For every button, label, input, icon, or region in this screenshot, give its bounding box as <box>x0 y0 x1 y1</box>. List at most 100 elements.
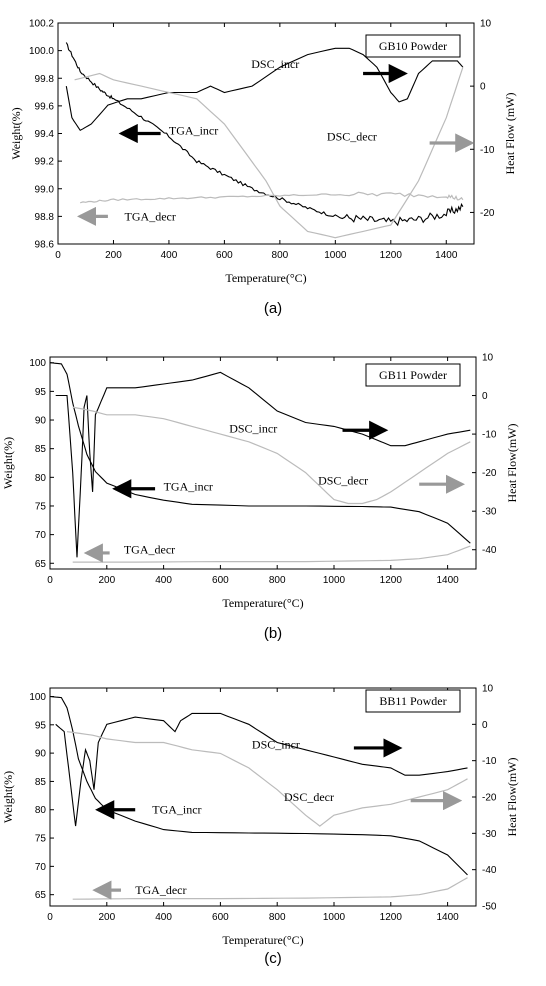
y-tick-label: 65 <box>35 890 47 901</box>
annotation-a-1: TGA_incr <box>169 124 218 138</box>
series-line-a-2 <box>80 191 464 204</box>
x-tick-label: 800 <box>269 912 286 923</box>
y-tick-label: 98.8 <box>35 212 55 223</box>
annotation-b-2: DSC_decr <box>318 473 368 487</box>
annotation-b-0: DSC_incr <box>229 421 277 435</box>
y-tick-label: 99.2 <box>35 157 55 168</box>
x-axis-label: Temperature(°C) <box>222 596 303 610</box>
panel-label-a: (a) <box>263 300 283 317</box>
legend-box-a <box>365 34 461 58</box>
annotation-c-2: DSC_decr <box>284 790 334 804</box>
x-tick-label: 0 <box>55 250 61 261</box>
series-line-a-1 <box>65 47 464 132</box>
chart-panel-c: 0 200 400 600 800 1000 1200 1400 65 70 75 80 85 90 95 1… <box>0 660 546 986</box>
y-axis-label: Weight(%) <box>1 771 15 823</box>
x-tick-label: 1400 <box>436 575 459 586</box>
x-tick-label: 1000 <box>323 912 346 923</box>
chart-svg-a: 0 200 400 600 800 1000 1200 1400 98.6 98.8 99.0 99.… <box>9 19 517 286</box>
series-line-c-1 <box>55 712 468 827</box>
panel-label-b: (b) <box>263 625 283 642</box>
y2-tick-label: -20 <box>480 208 495 219</box>
x-tick-label: 400 <box>155 575 172 586</box>
series-line-b-1 <box>55 371 471 558</box>
y2-tick-label: 10 <box>480 19 492 30</box>
x-tick-label: 1200 <box>380 912 403 923</box>
y2-tick-label: -40 <box>482 545 497 556</box>
x-tick-label: 800 <box>269 575 286 586</box>
x-axis-label: Temperature(°C) <box>225 271 306 285</box>
y2-tick-label: -40 <box>482 865 497 876</box>
y-tick-label: 65 <box>35 559 47 570</box>
series-line-b-0 <box>49 362 471 544</box>
y-tick-label: 80 <box>35 473 47 484</box>
x-tick-label: 1200 <box>380 250 403 261</box>
legend-box-c <box>365 689 461 713</box>
annotation-c-0: DSC_incr <box>252 737 300 751</box>
y-tick-label: 85 <box>35 777 47 788</box>
annotation-a-0: DSC_incr <box>251 57 299 71</box>
series-line-c-0 <box>49 695 468 876</box>
x-tick-label: 1400 <box>435 250 458 261</box>
x-tick-label: 1400 <box>436 912 459 923</box>
y-tick-label: 80 <box>35 805 47 816</box>
chart-svg-b: 0 200 400 600 800 1000 1200 1400657075808590951… <box>1 353 519 611</box>
y2-axis-label: Heat Flow(mW) <box>505 424 519 503</box>
y2-tick-label: 0 <box>480 82 486 93</box>
x-axis-label: Temperature(°C) <box>222 933 303 947</box>
y2-tick-label: -10 <box>482 756 497 767</box>
y2-tick-label: 10 <box>482 684 494 695</box>
y2-tick-label: -20 <box>482 468 497 479</box>
y-tick-label: 100.0 <box>29 46 54 57</box>
x-tick-label: 0 <box>47 912 53 923</box>
x-tick-label: 400 <box>155 912 172 923</box>
series-line-c-2 <box>72 877 468 900</box>
x-tick-label: 200 <box>98 912 115 923</box>
y-tick-label: 99.8 <box>35 74 55 85</box>
y-tick-label: 98.6 <box>35 240 55 251</box>
series-line-b-3 <box>72 406 471 505</box>
y-tick-label: 100 <box>29 692 46 703</box>
y-tick-label: 95 <box>35 720 47 731</box>
y2-tick-label: -30 <box>482 507 497 518</box>
x-tick-label: 200 <box>105 250 122 261</box>
y2-tick-label: -10 <box>480 145 495 156</box>
annotation-b-1: TGA_incr <box>164 479 213 493</box>
y-tick-label: 99.4 <box>35 129 55 140</box>
x-tick-label: 0 <box>47 575 53 586</box>
y2-tick-label: 10 <box>482 353 494 364</box>
y-tick-label: 99.6 <box>35 101 55 112</box>
y-tick-label: 100 <box>29 358 46 369</box>
chart-panel-b: 0 200 400 600 800 1000 1200 1400 65 70 75 80 85 90 95 1… <box>0 330 546 660</box>
plot-frame-b <box>49 356 477 570</box>
y2-axis-label: Heat Flow(mW) <box>505 758 519 837</box>
y-axis-label: Weight(%) <box>9 107 23 159</box>
x-tick-label: 1000 <box>323 575 346 586</box>
y-axis-label: Weight(%) <box>1 437 15 489</box>
x-tick-label: 1200 <box>380 575 403 586</box>
y2-tick-label: -30 <box>482 829 497 840</box>
y-tick-label: 100.2 <box>29 19 54 30</box>
annotation-b-3: TGA_decr <box>124 543 175 557</box>
y2-tick-label: 0 <box>482 720 488 731</box>
plot-frame-c <box>49 687 477 907</box>
legend-text-c: BB11 Powder <box>379 694 446 708</box>
y-tick-label: 70 <box>35 530 47 541</box>
y-tick-label: 85 <box>35 444 47 455</box>
y-tick-label: 95 <box>35 387 47 398</box>
x-tick-label: 400 <box>161 250 178 261</box>
chart-svg-c: 0 200 400 600 800 1000 1200 1400657075808590951… <box>1 684 519 948</box>
annotation-c-1: TGA_incr <box>152 803 201 817</box>
y2-axis-label: Heat Flow (mW) <box>503 93 517 175</box>
y-tick-label: 75 <box>35 834 47 845</box>
annotation-c-3: TGA_decr <box>135 883 186 897</box>
chart-panel-a: 0 200 400 600 800 1000 1200 1400 98.6 98.8 99.0 99.… <box>0 0 546 330</box>
y2-tick-label: -10 <box>482 430 497 441</box>
y-tick-label: 70 <box>35 862 47 873</box>
panel-label-c: (c) <box>264 950 282 967</box>
x-tick-label: 600 <box>212 575 229 586</box>
legend-box-b <box>365 363 461 387</box>
series-line-c-3 <box>66 731 468 827</box>
x-tick-label: 600 <box>216 250 233 261</box>
y2-tick-label: 0 <box>482 391 488 402</box>
legend-text-a: GB10 Powder <box>379 39 447 53</box>
